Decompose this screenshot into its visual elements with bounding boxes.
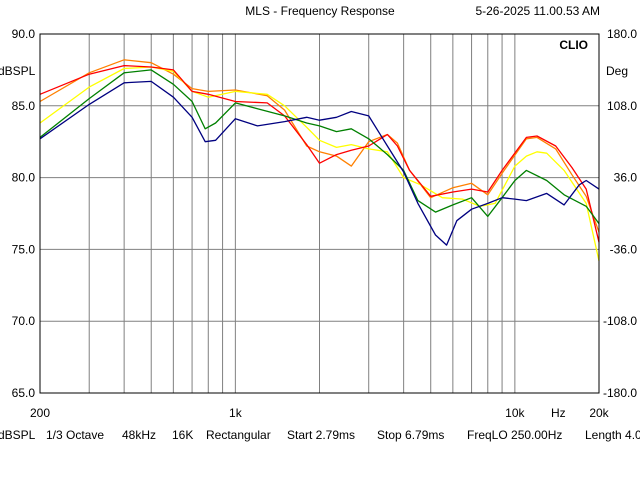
y2-tick-label: 36.0 [614, 171, 638, 185]
series-line-3 [39, 64, 600, 243]
grid-lines [40, 34, 599, 393]
status-item: Stop 6.79ms [377, 428, 445, 442]
status-item: Start 2.79ms [287, 428, 356, 442]
x-axis-ticks: 200 1k 10k Hz 20k [30, 406, 610, 420]
y2-axis-ticks: 180.0 108.0 36.0 -36.0 -108.0 -180.0 [603, 27, 637, 400]
status-item: Rectangular [206, 428, 271, 442]
y-tick-label: 70.0 [12, 314, 36, 328]
status-item: 48kHz [122, 428, 157, 442]
status-item: FreqLO 250.00Hz [467, 428, 563, 442]
chart-title: MLS - Frequency Response [245, 4, 395, 18]
status-item: Length 4.0 [585, 428, 640, 442]
status-item: dBSPL [0, 428, 36, 442]
x-tick-label: Hz [551, 406, 566, 420]
y-axis-label: dBSPL [0, 64, 36, 78]
clio-logo: CLIO [559, 38, 588, 52]
x-tick-label: 200 [30, 406, 50, 420]
timestamp: 5-26-2025 11.00.53 AM [475, 4, 600, 18]
y-tick-label: 80.0 [12, 171, 36, 185]
y2-tick-label: 180.0 [607, 27, 637, 41]
series-line-5 [39, 80, 600, 246]
series-lines [39, 59, 600, 262]
y-tick-label: 85.0 [12, 99, 36, 113]
x-tick-label: 10k [505, 406, 525, 420]
status-item: 16K [172, 428, 194, 442]
y2-tick-label: -180.0 [603, 386, 637, 400]
y2-axis-label: Deg [606, 64, 628, 78]
y2-tick-label: 108.0 [607, 99, 637, 113]
plot-frame [39, 33, 600, 394]
y-axis-ticks: 90.0 85.0 80.0 75.0 70.0 65.0 [12, 27, 36, 400]
y-tick-label: 75.0 [12, 242, 36, 256]
status-item: 1/3 Octave [46, 428, 105, 442]
x-tick-label: 1k [229, 406, 243, 420]
y-tick-label: 65.0 [12, 386, 36, 400]
series-line-4 [39, 69, 600, 224]
status-bar: dBSPL 1/3 Octave 48kHz 16K Rectangular Start … [0, 428, 640, 444]
y-tick-label: 90.0 [12, 27, 36, 41]
x-tick-label: 20k [589, 406, 609, 420]
y2-tick-label: -108.0 [603, 314, 637, 328]
y2-tick-label: -36.0 [610, 242, 638, 256]
